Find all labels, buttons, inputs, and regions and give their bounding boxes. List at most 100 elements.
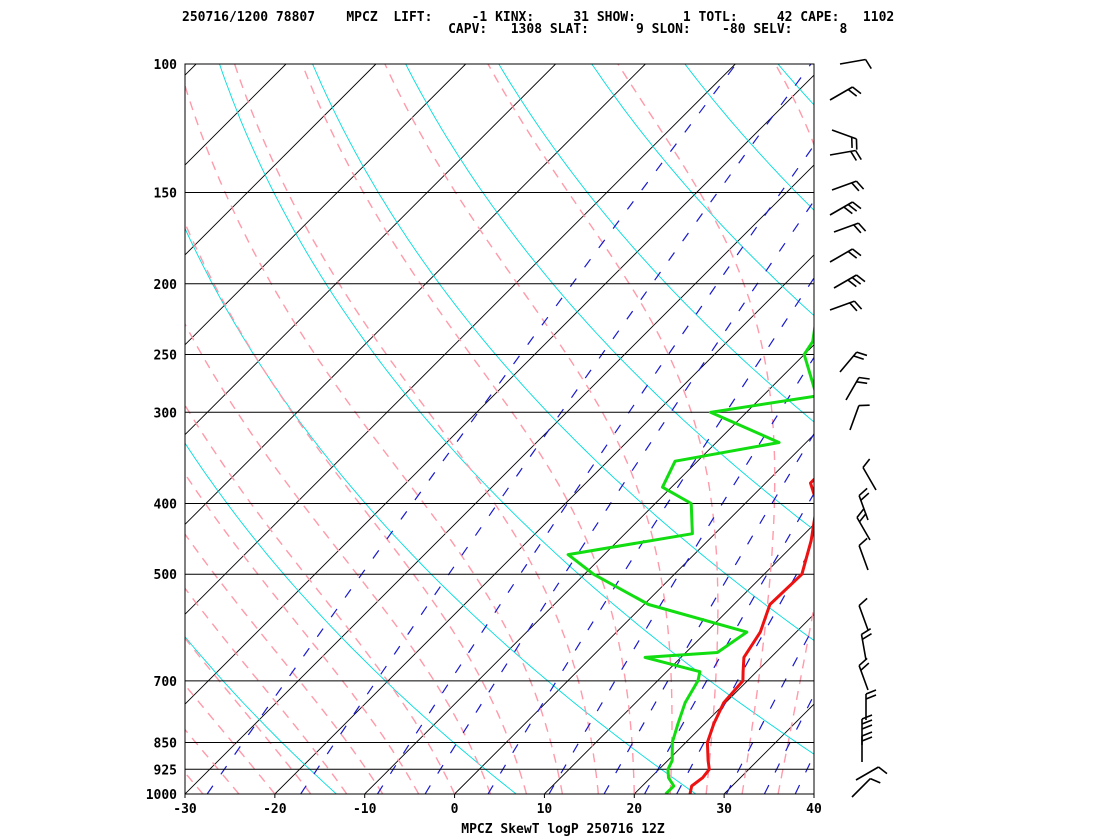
- wind-barb-flag: [861, 714, 873, 720]
- temperature-tick-label: 0: [451, 802, 459, 817]
- temperature-tick-label: -30: [173, 802, 197, 817]
- wind-barb-flag: [858, 512, 867, 523]
- wind-barb-staff: [851, 778, 871, 798]
- dry-adiabat-line: [219, 64, 814, 755]
- wind-barb: [861, 731, 873, 762]
- temperature-tick-label: 30: [716, 802, 732, 817]
- wind-barb-flag: [858, 404, 870, 407]
- isotherm-line: [0, 64, 16, 794]
- isotherm-line: [185, 64, 377, 256]
- isotherm-line: [185, 74, 814, 705]
- wind-barb-staff: [833, 222, 859, 233]
- wind-barb: [829, 149, 862, 161]
- wind-barb-staff: [839, 351, 858, 373]
- wind-barb: [858, 487, 870, 521]
- mixing-ratio-line: [487, 276, 814, 794]
- wind-barb-staff: [829, 300, 855, 311]
- mixing-ratio-line: [424, 199, 814, 794]
- wind-barb-staff: [845, 377, 860, 401]
- wind-barb-flag: [858, 537, 868, 547]
- wind-barb-flag: [861, 731, 873, 737]
- wind-barb: [833, 274, 866, 289]
- mixing-ratio-line: [603, 432, 814, 794]
- moist-adiabat-line: [185, 472, 420, 794]
- dry-adiabat-line: [591, 64, 814, 317]
- wind-barb: [849, 404, 870, 431]
- wind-barb-flag: [865, 689, 877, 695]
- wind-barb: [829, 300, 863, 312]
- pressure-tick-label: 100: [154, 58, 178, 73]
- mixing-ratio-line: [907, 64, 1120, 794]
- wind-barb-flag: [861, 736, 873, 742]
- moist-adiabat-line: [185, 404, 456, 794]
- wind-barb-staff: [858, 665, 869, 691]
- wind-barb-flag: [854, 150, 862, 161]
- wind-barb-flag: [856, 381, 868, 385]
- wind-barb: [829, 201, 862, 216]
- wind-barb: [845, 376, 870, 401]
- wind-barb: [829, 248, 862, 263]
- wind-barb-flag: [849, 302, 858, 312]
- wind-barb-flag: [860, 662, 870, 671]
- wind-barb: [851, 777, 881, 798]
- wind-barb-flag: [856, 508, 865, 518]
- dry-adiabat-line: [312, 64, 814, 642]
- isotherm-line: [364, 344, 814, 794]
- moist-adiabat-line: [487, 64, 719, 794]
- wind-barb-flag: [861, 724, 873, 730]
- wind-barb-flag: [860, 492, 870, 501]
- wind-barb: [860, 628, 872, 661]
- moist-adiabat-line: [185, 533, 384, 794]
- pressure-tick-label: 1000: [146, 788, 177, 803]
- header-line-2: CAPV: 1308 SLAT: 9 SLON: -80 SELV: 8: [182, 22, 848, 37]
- wind-barb: [856, 508, 871, 541]
- dry-adiabat-line: [185, 636, 337, 794]
- dry-adiabat-line: [684, 64, 814, 211]
- pressure-tick-label: 300: [154, 406, 178, 421]
- dry-adiabat-line: [964, 64, 1120, 794]
- wind-barb-staff: [855, 766, 879, 781]
- temperature-profile-line: [688, 477, 814, 794]
- moist-adiabat-line: [0, 64, 131, 794]
- isotherm-line: [185, 64, 556, 436]
- temperature-tick-label: -10: [353, 802, 377, 817]
- wind-barb-staff: [858, 545, 869, 571]
- isotherm-line: [454, 433, 814, 794]
- dry-adiabat-line: [0, 64, 157, 794]
- pressure-tick-label: 400: [154, 498, 178, 513]
- wind-barb-staff: [856, 517, 871, 541]
- wind-barb-flag: [855, 138, 858, 150]
- temperature-tick-label: 10: [537, 802, 553, 817]
- mixing-ratio-line: [725, 625, 814, 794]
- temperature-tick-label: -20: [263, 802, 287, 817]
- mixing-ratio-line: [548, 356, 814, 794]
- mixing-ratio-line: [844, 64, 1120, 794]
- wind-barb: [831, 180, 865, 192]
- wind-barb-flag: [847, 88, 858, 97]
- isotherm-line: [544, 523, 814, 794]
- wind-barb-staff: [831, 180, 857, 191]
- wind-barb-staff: [829, 248, 853, 263]
- wind-barb-flag: [852, 86, 862, 95]
- dry-adiabat-line: [777, 64, 814, 106]
- wind-barb-staff: [829, 201, 853, 216]
- dry-adiabat-line: [498, 64, 814, 423]
- wind-barb: [858, 657, 870, 691]
- isotherm-line: [633, 613, 814, 794]
- wind-barb-staff: [862, 467, 877, 491]
- wind-barb-flag: [870, 777, 881, 784]
- moist-adiabat-line: [233, 64, 599, 794]
- pressure-tick-label: 850: [154, 736, 178, 751]
- pressure-tick-label: 700: [154, 675, 178, 690]
- pressure-tick-label: 500: [154, 568, 178, 583]
- wind-barb-staff: [829, 86, 853, 101]
- moist-adiabat-line: [185, 683, 276, 794]
- isotherm-line: [185, 64, 467, 346]
- pressure-tick-label: 150: [154, 187, 178, 202]
- wind-barb-staff: [858, 605, 869, 631]
- isotherm-line: [274, 254, 814, 794]
- wind-barb-flag: [864, 59, 872, 70]
- temperature-tick-label: 20: [626, 802, 642, 817]
- mixing-ratio-line: [889, 64, 1120, 794]
